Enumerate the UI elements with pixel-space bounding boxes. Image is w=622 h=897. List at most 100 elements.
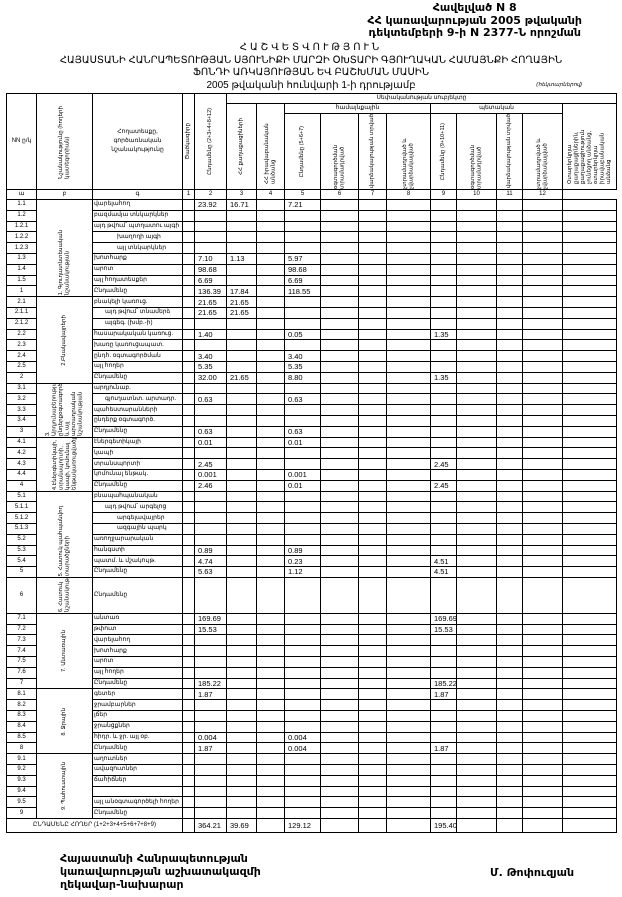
value-cell-c4: [284, 490, 321, 503]
total-cell-c7: [386, 818, 431, 834]
value-cell-c7: [386, 242, 431, 254]
value-cell-c3: [256, 566, 285, 578]
value-cell-c10: [496, 209, 523, 222]
value-cell-c10: [496, 425, 523, 438]
value-cell-c5: [320, 533, 359, 546]
header-state-lease: վարձակալության տրված: [496, 113, 523, 190]
value-cell-c5: [320, 220, 359, 233]
value-cell-c4: 5.97: [284, 252, 321, 265]
land-type-name: թփուտ: [92, 623, 183, 636]
value-cell-c10: [496, 242, 523, 254]
value-cell-c7: [386, 414, 431, 427]
value-cell-c7: [386, 785, 431, 798]
value-cell-c11: [522, 339, 563, 352]
value-cell-c4: [284, 414, 321, 427]
value-cell-c9: [456, 612, 497, 625]
value-cell-c4: [284, 720, 321, 733]
value-cell-c3: [256, 796, 285, 809]
land-type-name: առողջարարական: [92, 533, 183, 546]
land-type-name: այլ հողեր: [92, 360, 183, 373]
value-cell-c10: [496, 490, 523, 503]
value-cell-c5: [320, 209, 359, 222]
value-cell-c10: [496, 296, 523, 308]
value-cell-c3: [256, 490, 285, 503]
value-cell-c10: [496, 414, 523, 427]
table-row: 5.3 հանգստի 0.89 0.89: [6, 544, 618, 557]
land-type-name: բնակելի կառուց.: [92, 296, 183, 308]
value-cell-c8: [430, 209, 457, 222]
value-cell-c1: 2.46: [194, 479, 227, 492]
value-cell-c5: [320, 317, 359, 330]
row-code: 3.2: [6, 393, 37, 406]
total-cell-c8: 195.40: [430, 818, 457, 834]
header-code: Ծածկագիրը: [182, 93, 195, 190]
value-cell-c5: [320, 490, 359, 503]
value-cell-c4: [284, 501, 321, 514]
value-cell-c5: [320, 350, 359, 362]
value-cell-c11: [522, 666, 563, 679]
value-cell-c11: [522, 720, 563, 733]
value-cell-c7: [386, 522, 431, 535]
value-cell-c6: [358, 252, 387, 265]
row-code: 7.3: [6, 634, 37, 647]
value-cell-c9: [456, 501, 497, 514]
value-cell-c10: [496, 666, 523, 679]
table-row: 3.1 3. Արդյունաբերության, ընդերքօգտագործմ…: [6, 382, 618, 438]
value-cell-c5: [320, 677, 359, 690]
value-cell-c9: [456, 785, 497, 798]
value-cell-c8: [430, 490, 457, 503]
value-cell-c5: [320, 274, 359, 287]
land-type-name: արոտ: [92, 656, 183, 668]
value-cell-g: [182, 274, 195, 287]
value-cell-c4: [284, 807, 321, 820]
row-code: 2: [6, 371, 37, 384]
value-cell-c5: [320, 699, 359, 712]
value-cell-c3: [256, 634, 285, 647]
row-code: 2.4: [6, 350, 37, 362]
value-cell-c12: [561, 677, 618, 690]
category-label: 8. Ջրային: [36, 688, 93, 755]
value-cell-c12: [561, 371, 618, 384]
value-cell-c6: [358, 677, 387, 690]
value-cell-c4: 7.21: [284, 199, 321, 211]
value-cell-g: [182, 285, 195, 298]
value-cell-c8: 15.53: [430, 623, 457, 636]
value-cell-c12: [561, 263, 618, 276]
value-cell-c9: [456, 252, 497, 265]
value-cell-c12: [561, 306, 618, 319]
value-cell-g: [182, 458, 195, 470]
value-cell-c2: [226, 425, 257, 438]
value-cell-c10: [496, 785, 523, 798]
value-cell-c5: [320, 458, 359, 470]
value-cell-c7: [386, 296, 431, 308]
value-cell-g: [182, 710, 195, 722]
value-cell-c4: 8.80: [284, 371, 321, 384]
row-code: 8.5: [6, 731, 37, 744]
value-cell-c3: [256, 699, 285, 712]
value-cell-c7: [386, 645, 431, 658]
land-type-name: կոմունալ ենթակ.: [92, 468, 183, 481]
value-cell-c6: [358, 328, 387, 341]
value-cell-c8: [430, 231, 457, 244]
value-cell-c3: [256, 360, 285, 373]
row-code: 5.1.2: [6, 512, 37, 524]
value-cell-c5: [320, 339, 359, 352]
value-cell-c12: [561, 544, 618, 557]
value-cell-c4: [284, 522, 321, 535]
value-cell-c9: [456, 220, 497, 233]
row-code: 3.3: [6, 404, 37, 416]
value-cell-g: [182, 252, 195, 265]
value-cell-c11: [522, 393, 563, 406]
value-cell-c9: [456, 404, 497, 416]
total-cell-g: [182, 818, 195, 834]
value-cell-c11: [522, 242, 563, 254]
value-cell-c6: [358, 274, 387, 287]
value-cell-g: [182, 796, 195, 809]
land-type-name: Ընդամենը: [92, 576, 183, 614]
value-cell-c10: [496, 285, 523, 298]
table-row: 4 Ընդամենը 2.46 0.01 2.45: [6, 479, 618, 492]
column-number: 2: [194, 189, 227, 200]
table-row: 5.4 պատմ. և մշակույթ. 4.74 0.23 4.51: [6, 555, 618, 568]
row-code: 1.4: [6, 263, 37, 276]
title-date: 2005 թվականի հունվարի 1-ի դրությամբ: [206, 79, 416, 91]
